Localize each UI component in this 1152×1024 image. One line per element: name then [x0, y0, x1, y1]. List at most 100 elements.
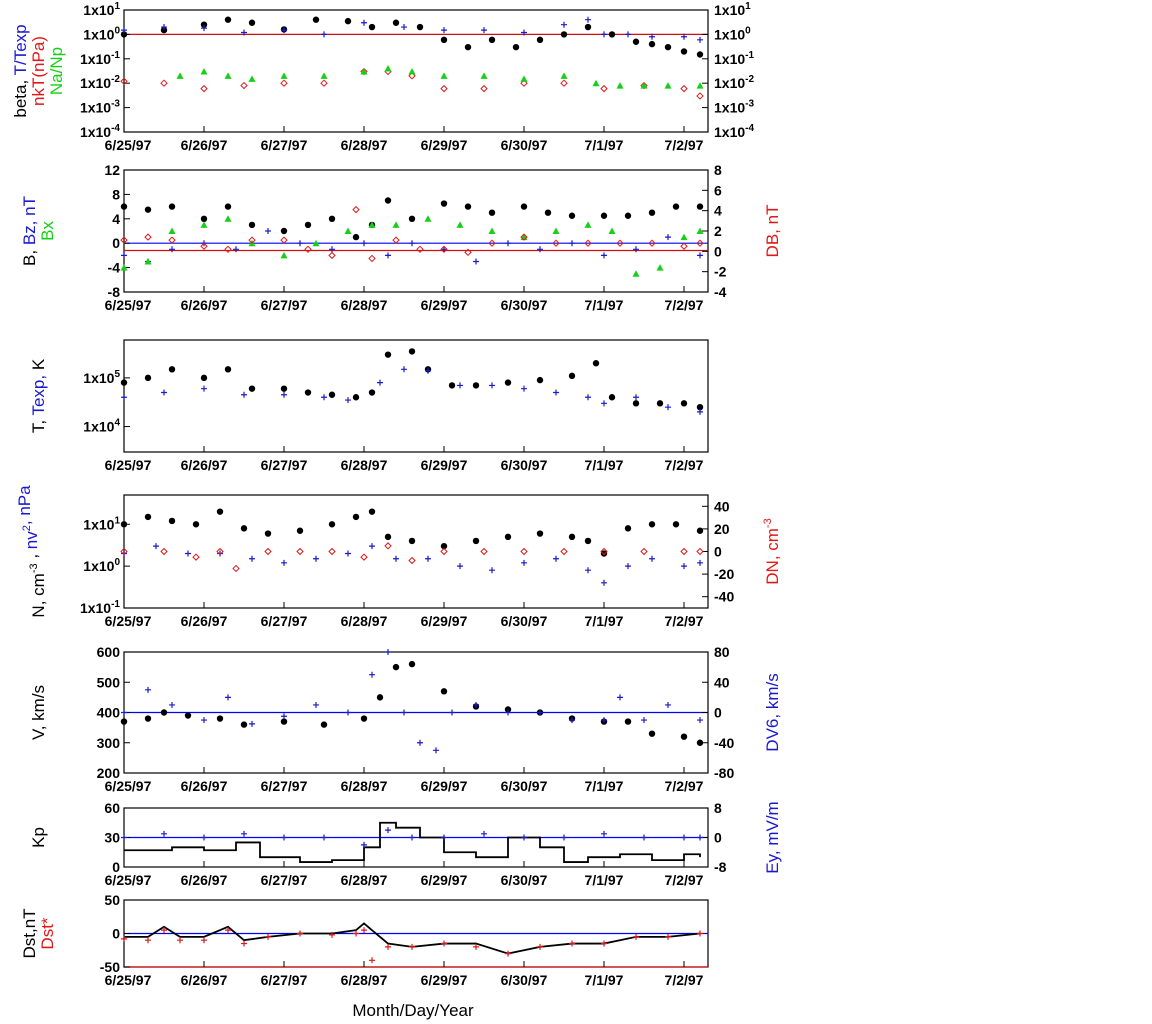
data-point: [329, 931, 335, 938]
data-point: [361, 19, 367, 26]
x-tick-label: 6/26/97: [181, 613, 228, 629]
data-point: [521, 29, 527, 36]
data-point: [281, 713, 287, 720]
data-point: [665, 701, 671, 708]
data-point: [321, 394, 327, 401]
x-tick-label: 7/2/97: [665, 778, 704, 794]
x-tick-label: 6/29/97: [421, 137, 468, 153]
y-axis-label: Na/Np: [47, 47, 66, 95]
y-tick-label-right: -40: [714, 735, 734, 751]
data-point: [601, 31, 607, 38]
data-point: [680, 48, 688, 55]
data-point: [425, 367, 431, 374]
data-point: [216, 547, 224, 556]
data-point: [457, 382, 463, 389]
data-point: [569, 240, 575, 247]
y-tick-label: 12: [104, 162, 120, 178]
data-point: [224, 366, 232, 373]
y-axis-label: N, cm-3 , nv2, nPa: [15, 485, 48, 618]
data-point: [601, 400, 607, 407]
data-point: [696, 403, 704, 411]
series-v: [120, 660, 704, 746]
data-point: [649, 555, 655, 562]
data-point: [601, 717, 607, 724]
panel-p2: -8 -4 0 4 8 12 -4 -2 0 2 4 6 8 6/25/97 6/26/97 6/27/97 6…: [20, 162, 782, 313]
data-point: [296, 527, 304, 534]
data-point: [489, 382, 495, 389]
data-point: [625, 563, 631, 570]
data-point: [520, 79, 528, 87]
y-tick-label-right: 8: [714, 800, 722, 816]
x-tick-label: 6/30/97: [501, 613, 548, 629]
data-point: [696, 203, 704, 210]
x-tick-label: 6/30/97: [501, 297, 548, 313]
data-point: [648, 40, 656, 48]
data-point: [408, 215, 416, 222]
data-point: [504, 706, 512, 713]
data-point: [201, 937, 207, 944]
x-tick-label: 6/26/97: [181, 872, 228, 888]
y-tick-label-right: -40: [714, 589, 734, 605]
y-tick-label-right: 80: [714, 644, 730, 660]
data-point: [120, 31, 128, 38]
data-point: [144, 233, 152, 241]
y-tick-label: 500: [97, 674, 121, 690]
data-point: [681, 834, 687, 841]
data-point: [585, 16, 591, 23]
data-point: [369, 543, 375, 550]
data-point: [224, 245, 232, 254]
y-tick-label-right: 1x10-2: [714, 74, 754, 91]
data-point: [360, 68, 368, 75]
data-point: [312, 239, 320, 247]
data-point: [160, 79, 168, 87]
data-point: [665, 933, 671, 940]
data-point: [608, 394, 616, 401]
data-point: [241, 940, 247, 947]
data-point: [473, 701, 479, 708]
data-point: [440, 547, 448, 556]
data-point: [536, 530, 544, 537]
data-point: [385, 252, 391, 259]
data-point: [632, 270, 640, 277]
data-point: [361, 841, 367, 848]
series-nv2: [121, 543, 703, 586]
series-texp: [121, 366, 703, 415]
data-point: [601, 579, 607, 586]
data-point: [408, 660, 416, 668]
y-axis-label-right: DB, nT: [763, 205, 782, 258]
data-point: [121, 252, 127, 259]
y-tick-label: 0: [112, 926, 120, 942]
data-point: [200, 21, 208, 28]
y-tick-label: 1x105: [83, 369, 120, 386]
data-point: [120, 77, 128, 85]
data-point: [520, 75, 528, 82]
data-point: [280, 227, 288, 235]
y-tick-label: 200: [97, 765, 121, 781]
x-tick-label: 6/29/97: [421, 457, 468, 473]
data-point: [352, 205, 360, 214]
data-point: [696, 92, 704, 100]
data-point: [568, 372, 576, 380]
data-point: [520, 203, 528, 210]
data-point: [249, 555, 255, 562]
panel-p1: 1x10-4 1x10-3 1x10-2 1x10-1 1x100 1x101 1x10-4…: [11, 1, 754, 153]
data-point: [633, 246, 639, 253]
y-tick-label-right: -8: [714, 859, 727, 875]
x-tick-label: 6/25/97: [105, 778, 152, 794]
data-point: [224, 203, 232, 210]
data-point: [120, 547, 128, 556]
data-point: [424, 215, 432, 222]
x-tick-label: 7/2/97: [665, 297, 704, 313]
data-point: [168, 366, 176, 373]
series-beta: [120, 16, 704, 58]
y-tick-label: 30: [104, 830, 120, 846]
data-point: [408, 556, 416, 565]
data-point: [248, 221, 256, 229]
data-point: [361, 927, 367, 934]
data-point: [584, 23, 592, 31]
data-point: [121, 834, 127, 841]
data-point: [680, 400, 688, 407]
data-point: [544, 209, 552, 216]
data-point: [696, 547, 704, 556]
y-tick-label-right: 1x101: [714, 1, 751, 18]
